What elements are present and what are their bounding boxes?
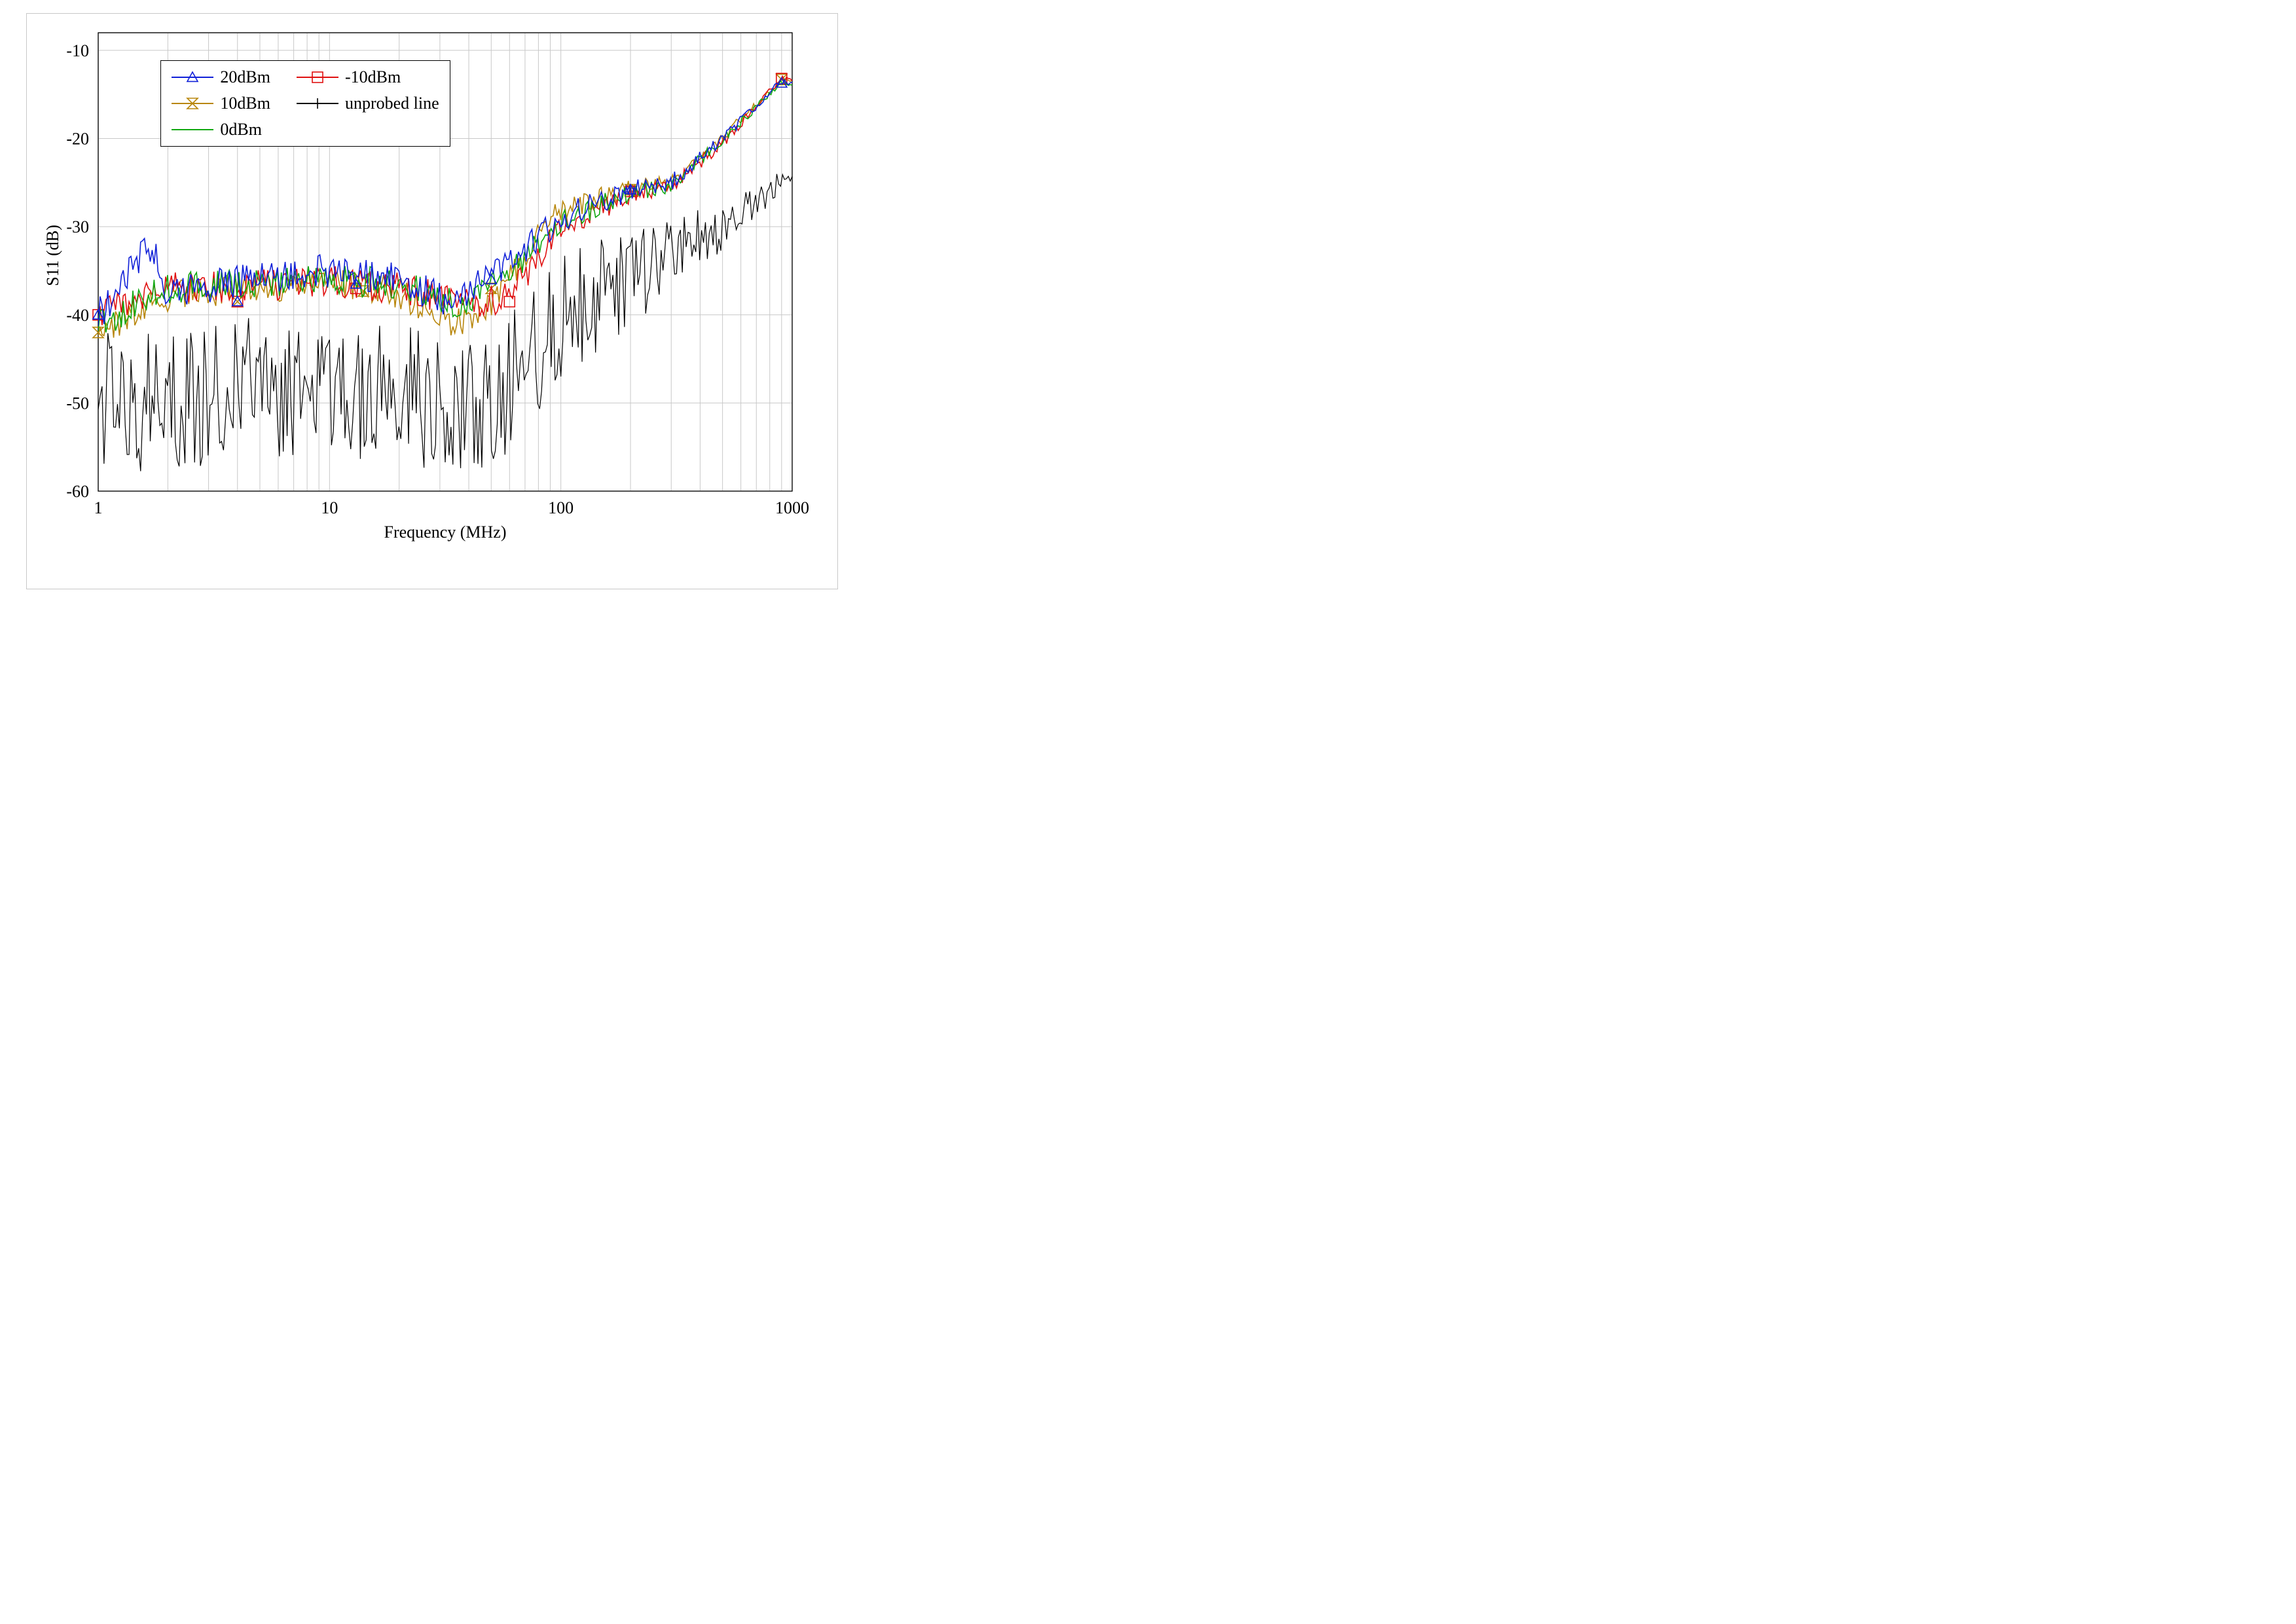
- svg-text:10: 10: [321, 498, 338, 517]
- plot-area: 1101001000-60-50-40-30-20-10 Frequency (…: [98, 33, 792, 491]
- svg-text:-30: -30: [66, 217, 89, 236]
- svg-text:100: 100: [548, 498, 574, 517]
- svg-text:1: 1: [94, 498, 103, 517]
- legend-item-s0: 0dBm: [172, 120, 270, 139]
- x-axis-label: Frequency (MHz): [98, 523, 792, 542]
- svg-text:-10: -10: [66, 41, 89, 60]
- chart-page: 1 10 100 1000 -60 -50 -40 -30 -20 -10 Frequency (…: [0, 0, 864, 616]
- legend-item-s10: 10dBm: [172, 94, 270, 113]
- legend-item-s20: 20dBm: [172, 67, 270, 87]
- legend-item-unp: unprobed line: [297, 94, 439, 113]
- svg-text:-50: -50: [66, 394, 89, 413]
- svg-text:-40: -40: [66, 306, 89, 325]
- legend: 20dBm -10dBm 10dBm unprobed line 0dBm: [160, 60, 450, 147]
- legend-grid: 20dBm -10dBm 10dBm unprobed line 0dBm: [172, 67, 439, 139]
- y-axis-label: S11 (dB): [43, 190, 63, 321]
- svg-text:1000: 1000: [775, 498, 809, 517]
- legend-label: -10dBm: [345, 67, 401, 87]
- legend-label: unprobed line: [345, 94, 439, 113]
- legend-item-sm10: -10dBm: [297, 67, 439, 87]
- legend-label: 10dBm: [220, 94, 270, 113]
- svg-text:-20: -20: [66, 130, 89, 149]
- legend-label: 20dBm: [220, 67, 270, 87]
- svg-text:-60: -60: [66, 482, 89, 501]
- legend-label: 0dBm: [220, 120, 262, 139]
